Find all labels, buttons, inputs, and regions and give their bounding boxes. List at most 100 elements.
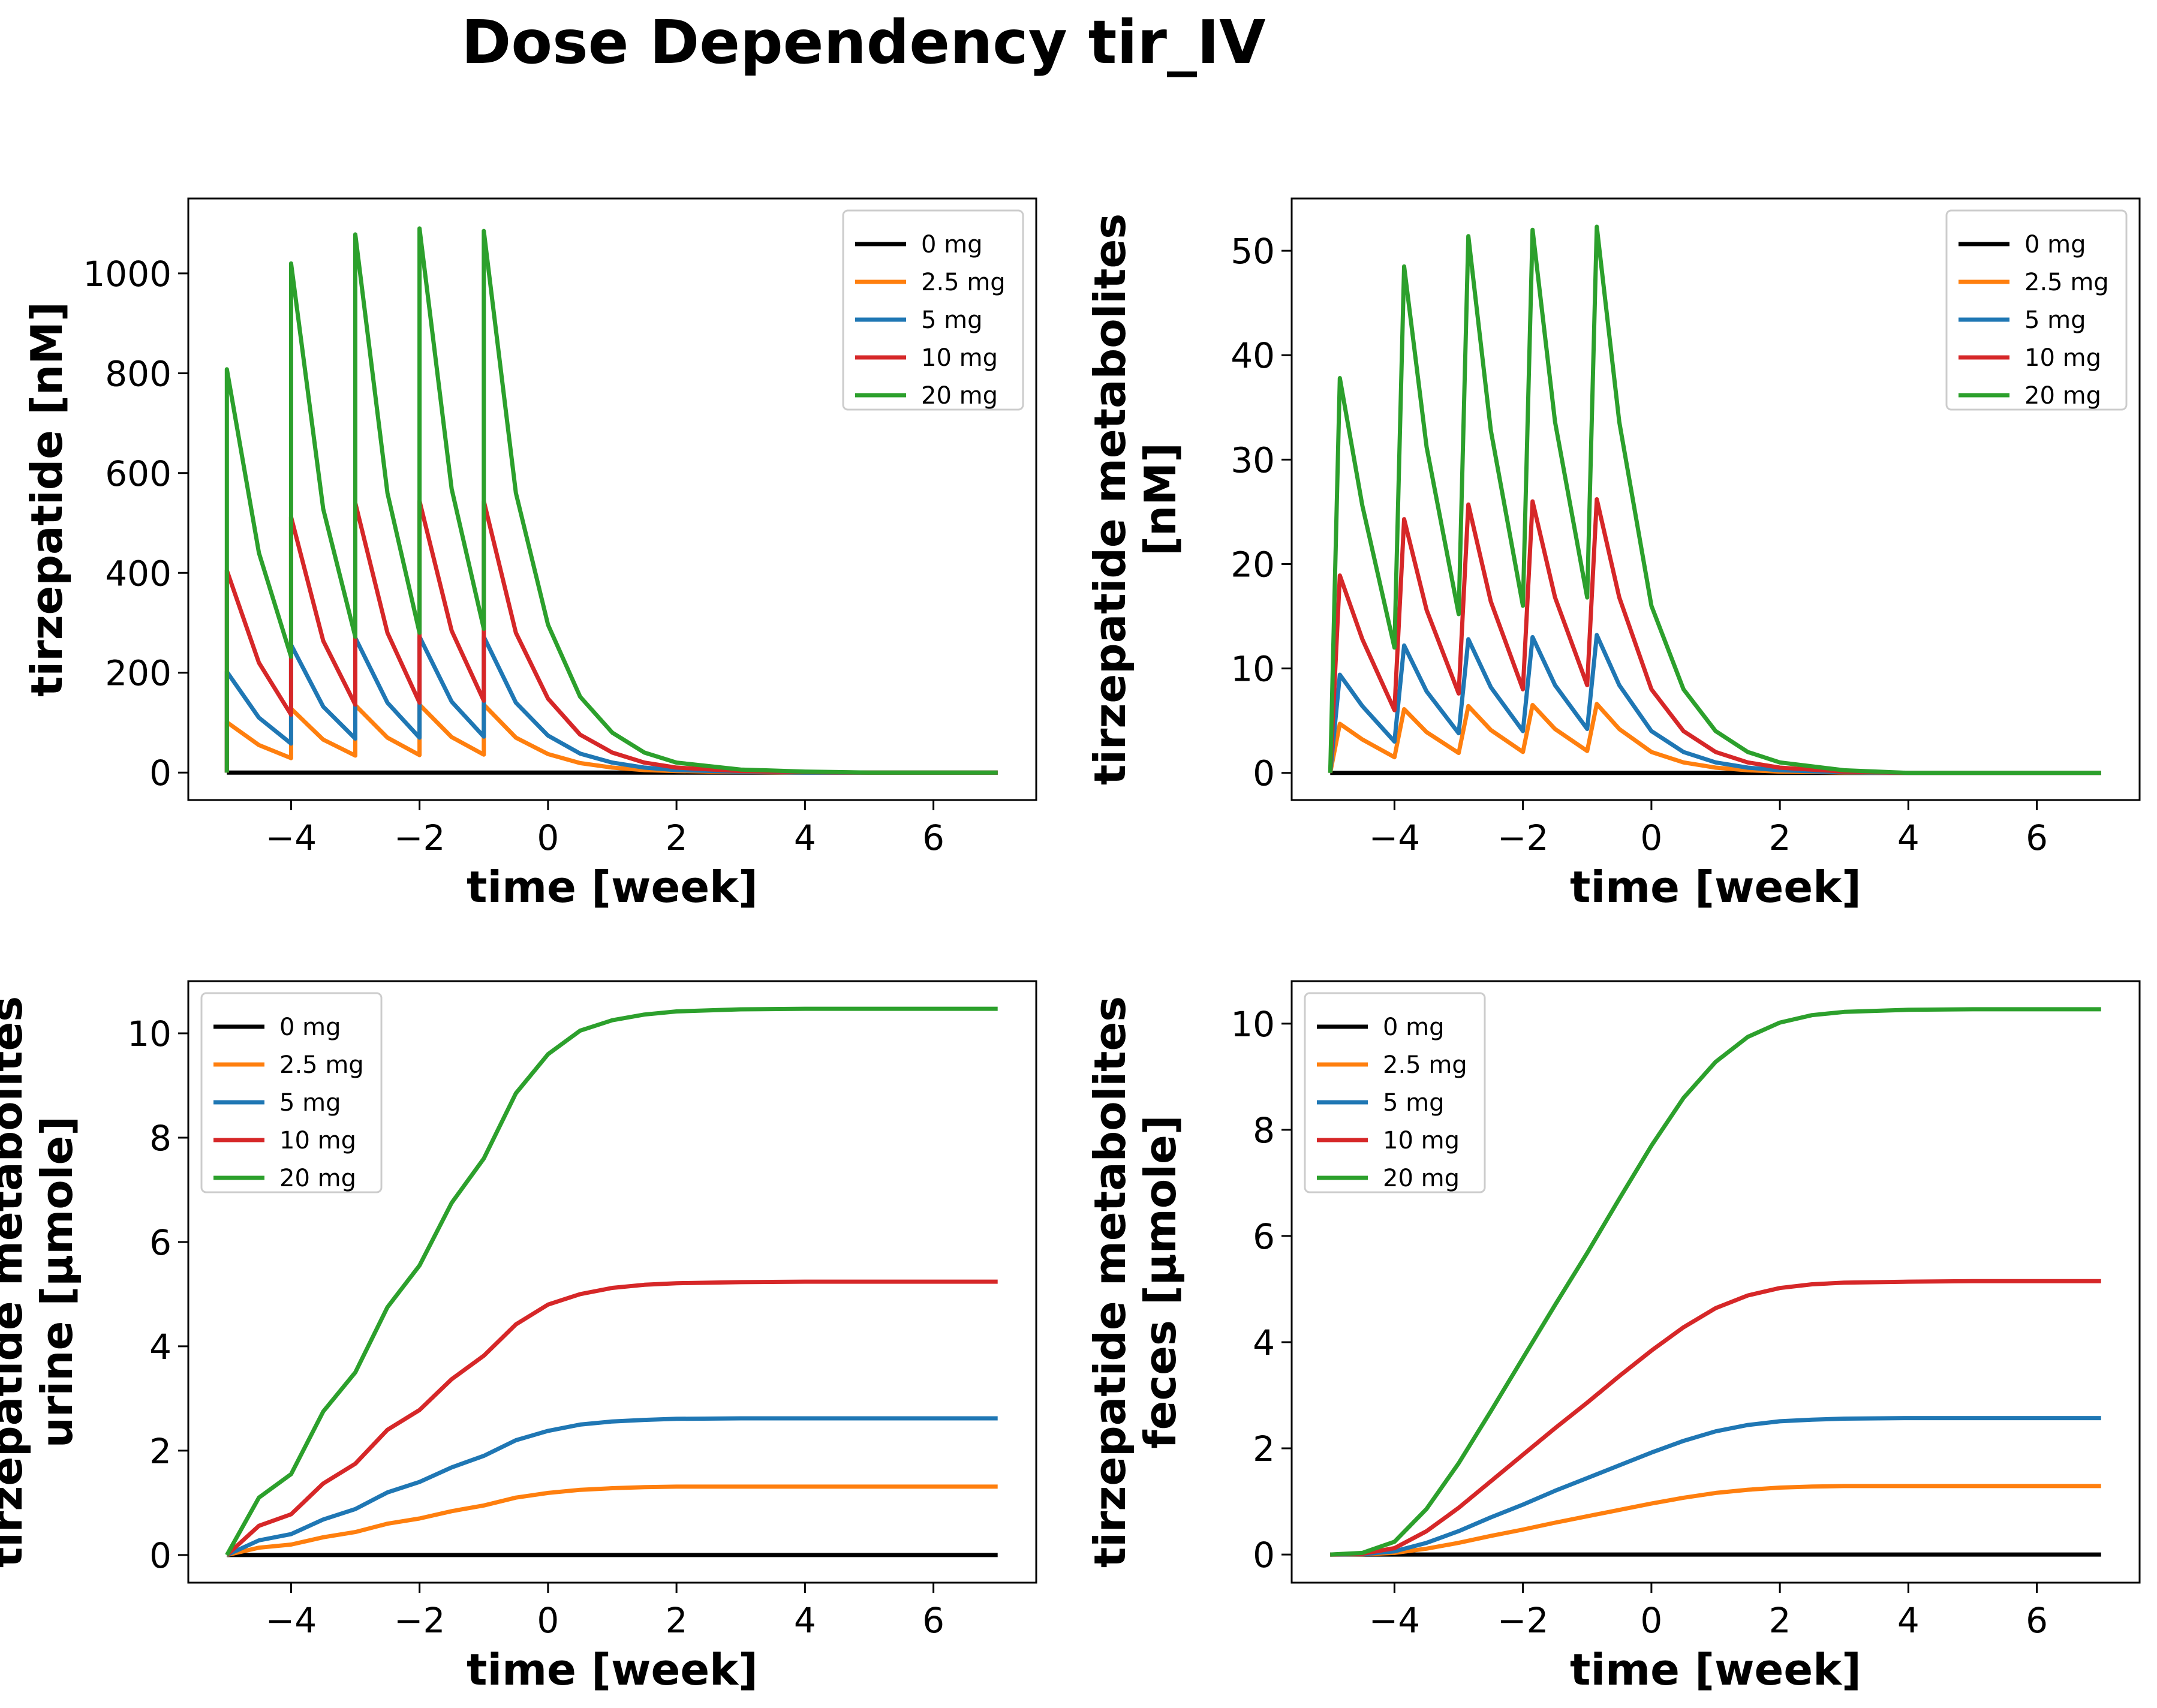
x-tick-label: 0 — [1640, 1600, 1662, 1641]
axes-frame — [1290, 980, 2141, 1584]
legend-label: 5 mg — [2024, 306, 2086, 334]
axes-frame — [187, 197, 1037, 801]
legend-label: 10 mg — [1383, 1127, 1460, 1154]
legend: 0 mg 2.5 mg 5 mg 10 mg 20 mg — [842, 209, 1024, 411]
legend-label: 0 mg — [1383, 1014, 1445, 1041]
y-axis-label: feces [µmole] — [1135, 1115, 1186, 1448]
y-tick-label: 8 — [149, 1118, 172, 1159]
series-group — [224, 226, 998, 775]
legend-box — [1945, 209, 2128, 411]
y-tick-label: 30 — [1231, 440, 1275, 480]
y-tick-label: 10 — [127, 1014, 172, 1054]
series-line-20mg — [224, 226, 998, 775]
y-tick-label: 4 — [1253, 1322, 1275, 1363]
figure-title: Dose Dependency tir_IV — [461, 7, 1265, 77]
y-tick-label: 2 — [1253, 1429, 1275, 1469]
series-line-10mg — [1330, 1279, 2101, 1557]
axes-frame — [187, 980, 1037, 1584]
x-tick-label: −2 — [394, 817, 446, 858]
x-tick-label: −2 — [394, 1600, 446, 1641]
axes-frame — [1290, 197, 2141, 801]
x-axis-label: time [week] — [467, 862, 758, 912]
y-tick-label: 0 — [149, 753, 172, 793]
x-tick-label: 6 — [922, 817, 944, 858]
series-line-20mg — [1330, 1007, 2101, 1557]
series-line-20mg — [1328, 224, 2101, 775]
x-tick-label: 4 — [794, 817, 816, 858]
legend-box — [842, 209, 1024, 411]
x-tick-label: 0 — [537, 817, 559, 858]
chart-panel-1: −4 −2 0 2 4 6 0 200 400 600 800 1000 time [week] tirz… — [22, 197, 1037, 912]
legend-label: 2.5 mg — [921, 269, 1006, 296]
y-tick-label: 0 — [1253, 1535, 1275, 1575]
y-tick-label: 4 — [149, 1327, 172, 1367]
legend-label: 5 mg — [921, 306, 983, 334]
legend-label: 2.5 mg — [1383, 1051, 1467, 1079]
legend-label: 20 mg — [1383, 1165, 1460, 1192]
y-axis-label: [nM] — [1135, 443, 1186, 556]
legend-label: 2.5 mg — [2024, 269, 2109, 296]
legend-label: 0 mg — [2024, 231, 2086, 258]
y-tick-label: 200 — [105, 653, 172, 694]
series-line-20mg — [225, 1006, 998, 1556]
x-tick-label: 0 — [537, 1600, 559, 1641]
y-axis-label: tirzepatide metabolites — [1085, 214, 1135, 785]
x-tick-label: −2 — [1497, 817, 1549, 858]
legend-label: 20 mg — [279, 1165, 356, 1192]
legend-label: 0 mg — [921, 231, 983, 258]
x-tick-label: 2 — [1769, 817, 1791, 858]
series-line-5mg — [225, 1416, 998, 1557]
y-tick-label: 6 — [149, 1222, 172, 1263]
y-axis-label: urine [µmole] — [32, 1116, 82, 1448]
y-axis-label: tirzepatide metabolites — [1085, 996, 1135, 1568]
series-line-10mg — [225, 1279, 998, 1557]
x-tick-label: 4 — [1897, 1600, 1920, 1641]
y-tick-label: 600 — [105, 453, 172, 494]
y-tick-label: 20 — [1231, 544, 1275, 585]
legend-label: 0 mg — [279, 1014, 341, 1041]
legend-label: 10 mg — [2024, 344, 2101, 372]
y-tick-label: 10 — [1231, 1004, 1275, 1045]
x-tick-label: 6 — [2026, 1600, 2048, 1641]
chart-panel-3: −4 −2 0 2 4 6 0 2 4 6 8 10 time [week] tirzepatide me… — [0, 980, 1037, 1695]
legend-label: 20 mg — [2024, 382, 2101, 410]
legend: 0 mg 2.5 mg 5 mg 10 mg 20 mg — [1945, 209, 2128, 411]
y-tick-label: 0 — [149, 1535, 172, 1576]
series-line-10mg — [1328, 497, 2101, 775]
series-line-5mg — [1330, 1416, 2101, 1557]
legend: 0 mg 2.5 mg 5 mg 10 mg 20 mg — [1304, 992, 1486, 1193]
x-axis-label: time [week] — [467, 1644, 758, 1695]
legend-box — [200, 992, 383, 1193]
legend-box — [1304, 992, 1486, 1193]
x-tick-label: 6 — [2026, 817, 2048, 858]
y-tick-label: 6 — [1253, 1216, 1275, 1257]
y-tick-label: 50 — [1231, 231, 1275, 272]
y-tick-label: 0 — [1253, 753, 1275, 794]
series-group — [1328, 224, 2101, 775]
x-tick-label: 0 — [1640, 817, 1662, 858]
y-tick-label: 10 — [1231, 649, 1275, 690]
x-tick-label: −4 — [266, 817, 317, 858]
legend-label: 20 mg — [921, 382, 998, 410]
series-line-5mg — [1328, 633, 2101, 775]
legend: 0 mg 2.5 mg 5 mg 10 mg 20 mg — [200, 992, 383, 1193]
x-tick-label: 2 — [1769, 1600, 1791, 1641]
y-axis-label: tirzepatide metabolites — [0, 996, 32, 1568]
legend-label: 10 mg — [279, 1127, 356, 1154]
y-axis-label: tirzepatide [nM] — [22, 302, 72, 697]
legend-label: 2.5 mg — [279, 1051, 364, 1079]
chart-panel-4: −4 −2 0 2 4 6 0 2 4 6 8 10 time [week] tirzepatide me… — [1085, 980, 2141, 1695]
x-tick-label: 2 — [666, 817, 688, 858]
series-group — [1330, 1007, 2101, 1557]
x-tick-label: 4 — [794, 1600, 816, 1641]
y-tick-label: 800 — [105, 353, 172, 394]
x-tick-label: −4 — [266, 1600, 317, 1641]
series-line-2-5mg — [1330, 1484, 2101, 1557]
x-tick-label: −4 — [1369, 1600, 1421, 1641]
y-tick-label: 8 — [1253, 1110, 1275, 1151]
y-tick-label: 400 — [105, 553, 172, 594]
x-tick-label: 6 — [922, 1600, 944, 1641]
